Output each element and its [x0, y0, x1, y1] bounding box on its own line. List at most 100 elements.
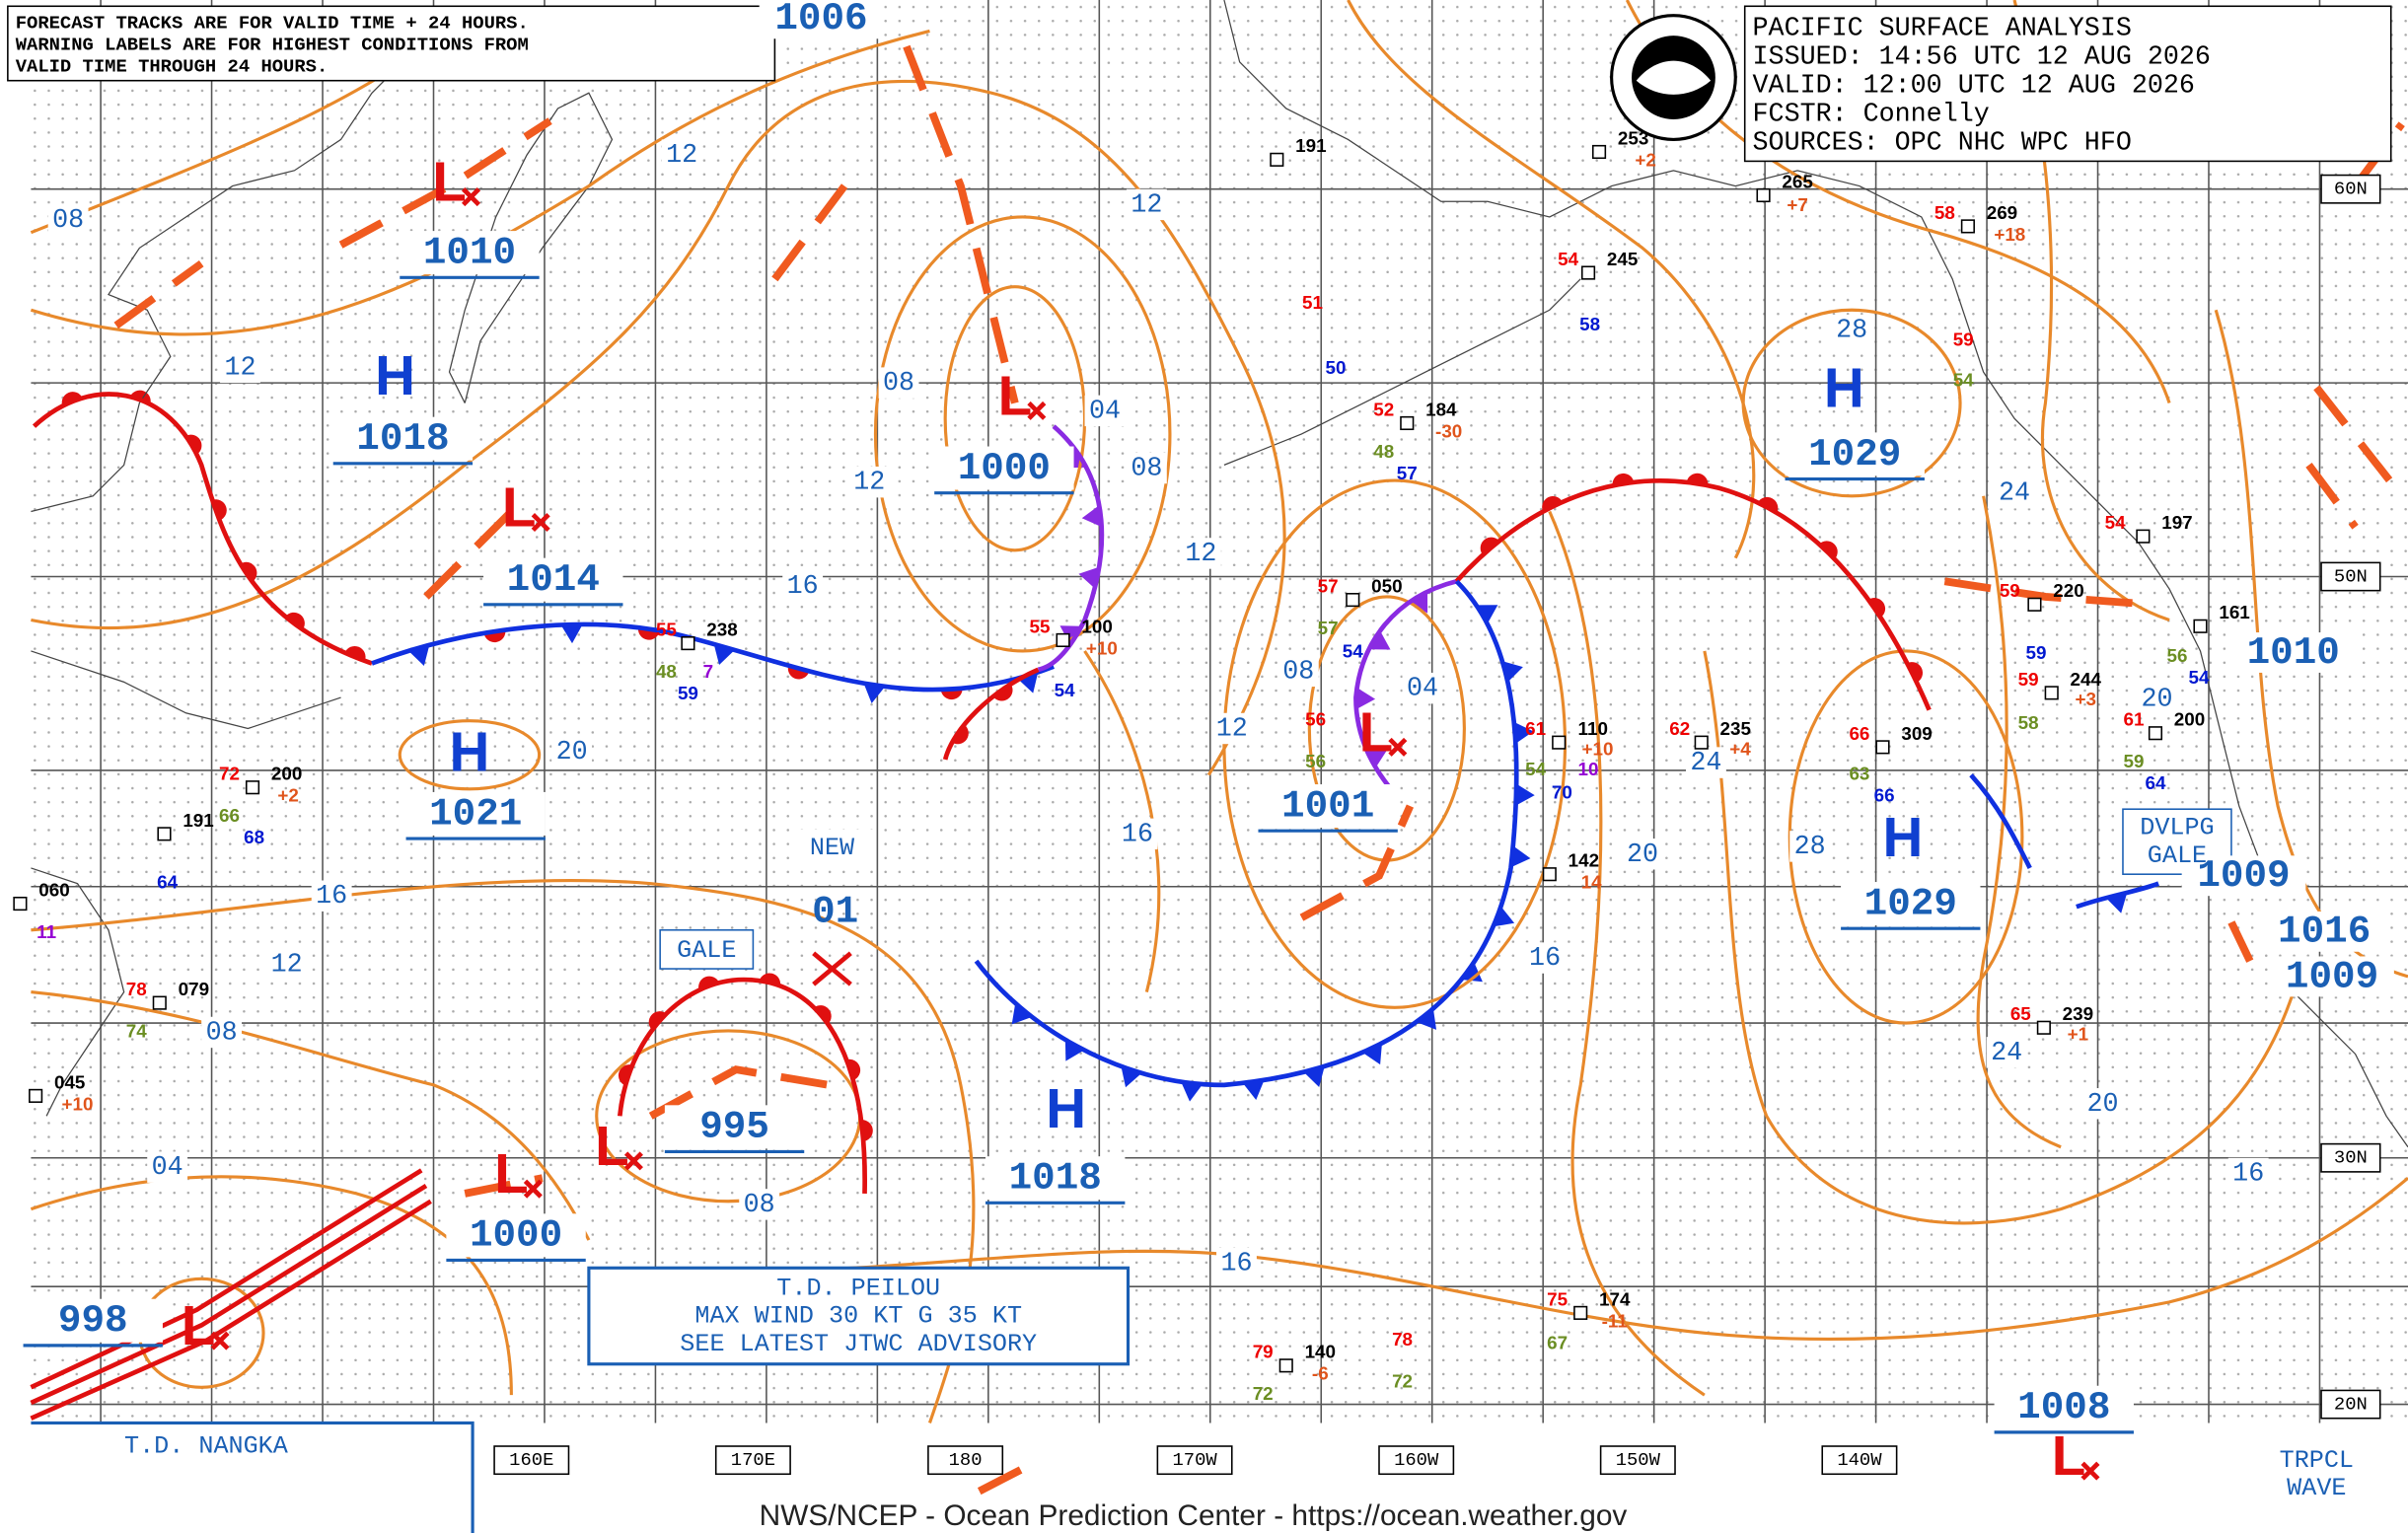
- isobar-label: 28: [1794, 833, 1826, 862]
- station-value: 74: [126, 1020, 147, 1041]
- isobar-label: 28: [1836, 317, 1867, 346]
- station-value: 10: [1578, 759, 1599, 779]
- center-x: [210, 1331, 230, 1350]
- center-symbol: L: [494, 1142, 529, 1204]
- station-icon: [1591, 144, 1607, 160]
- front-symbol: [1242, 1079, 1265, 1101]
- station-value: 174: [1599, 1288, 1631, 1309]
- peilou-line: T.D. PEILOU: [776, 1274, 940, 1302]
- isobar-label: 20: [2087, 1090, 2119, 1120]
- station-value: 238: [706, 619, 737, 639]
- pressure-bg: [1841, 882, 1981, 926]
- isobar-bg: [1686, 747, 1726, 778]
- new-label: NEW: [810, 834, 855, 862]
- isobar-label: 16: [316, 882, 347, 912]
- station-value: 7: [703, 661, 713, 682]
- front-symbol: [1513, 721, 1534, 744]
- isobar-bg: [848, 466, 890, 498]
- station-value: 57: [1318, 575, 1339, 596]
- station-value: 61: [1525, 718, 1546, 739]
- front-symbol: [1493, 906, 1515, 927]
- station-icon: [2036, 1020, 2051, 1035]
- tropical-track: [30, 1168, 432, 1421]
- isobar-label: 24: [1991, 1039, 2022, 1068]
- front-symbol: [1365, 748, 1388, 768]
- isobar-label: 16: [2232, 1160, 2264, 1190]
- dvlpg-label: GALE: [2148, 841, 2207, 870]
- station-value: 54: [1055, 680, 1075, 700]
- isobar-label: 16: [1220, 1250, 1252, 1279]
- station-value: 269: [1987, 202, 2017, 223]
- isobar-label: 04: [152, 1153, 183, 1183]
- pressure-bg: [1258, 784, 1398, 829]
- station-value: 70: [1552, 781, 1572, 802]
- isobar-label: 20: [1627, 840, 1658, 870]
- station-value: 050: [1371, 575, 1402, 596]
- peilou-line: MAX WIND 30 KT G 35 KT: [694, 1302, 1022, 1331]
- latitude-label: 20N: [2334, 1394, 2368, 1416]
- station-value: 59: [2026, 642, 2047, 663]
- station-value: 200: [271, 764, 302, 784]
- isobar-bg: [661, 139, 702, 171]
- isobar-label: 24: [1999, 479, 2030, 509]
- isobar-bg: [220, 351, 260, 384]
- station-icon: [1056, 632, 1070, 648]
- station-value: 56: [1305, 709, 1326, 730]
- analysis-line: FCSTR: Connelly: [1753, 101, 1990, 130]
- station-icon: [1875, 740, 1890, 755]
- station-icon: [157, 827, 172, 841]
- station-icon: [2027, 597, 2042, 612]
- station-value: 67: [1547, 1332, 1568, 1352]
- front-symbol: [1409, 591, 1428, 614]
- lon-bg: [1156, 1445, 1233, 1476]
- station-value: 72: [219, 764, 240, 784]
- lat-bg: [2320, 1142, 2381, 1173]
- station-value: 50: [1326, 357, 1347, 378]
- isobar-bg: [1994, 476, 2035, 509]
- notice-box: [7, 5, 776, 82]
- nangka-box: [31, 1421, 474, 1533]
- isobar-label: 12: [666, 141, 697, 171]
- pressure-bg: [446, 1213, 586, 1258]
- station-value: 62: [1669, 718, 1690, 739]
- longitude-label: 170E: [731, 1449, 775, 1471]
- isobar-label: 12: [224, 353, 255, 383]
- station-value: 55: [1030, 616, 1051, 636]
- center-x: [523, 1179, 543, 1199]
- wave-label: WAVE: [2287, 1474, 2346, 1502]
- longitude-label: 140W: [1837, 1449, 1882, 1471]
- center-symbol: H: [1883, 806, 1924, 868]
- pressure-label: 1009: [2197, 853, 2290, 898]
- analysis-line: ISSUED: 14:56 UTC 12 AUG 2026: [1753, 42, 2211, 72]
- pressure-bg: [934, 446, 1074, 490]
- isobar-bg: [47, 204, 89, 236]
- station-value: +4: [1729, 738, 1751, 759]
- station-value: +7: [1787, 194, 1807, 215]
- front-symbol: [1510, 845, 1531, 868]
- front-symbol: [1362, 1043, 1382, 1065]
- latitude-label: 50N: [2334, 566, 2368, 588]
- new-number: 01: [812, 889, 858, 933]
- station-value: 220: [2053, 580, 2083, 601]
- station-value: 142: [1569, 850, 1599, 871]
- station-value: 11: [36, 921, 56, 942]
- station-value: +10: [1581, 738, 1613, 759]
- graticule: [31, 0, 2408, 1424]
- isobar-bg: [311, 880, 352, 912]
- pressure-bg: [985, 1156, 1126, 1201]
- station-value: 64: [2145, 772, 2165, 793]
- isobar-label: 08: [1131, 455, 1162, 484]
- station-value: 14: [1581, 872, 1602, 893]
- isobar-bg: [1216, 1247, 1257, 1279]
- isobar-bg: [1831, 314, 1872, 346]
- front-symbol: [1416, 1008, 1437, 1030]
- station-value: 72: [1392, 1371, 1413, 1392]
- station-value: 66: [1849, 723, 1869, 744]
- isobar-label: 20: [2142, 686, 2173, 715]
- station-value: +10: [1086, 637, 1118, 658]
- pressure-label: 1016: [2278, 910, 2371, 954]
- station-value: 54: [1343, 640, 1363, 661]
- front-symbol: [1368, 630, 1391, 650]
- lon-bg: [1599, 1445, 1676, 1476]
- station-value: 57: [1397, 463, 1418, 483]
